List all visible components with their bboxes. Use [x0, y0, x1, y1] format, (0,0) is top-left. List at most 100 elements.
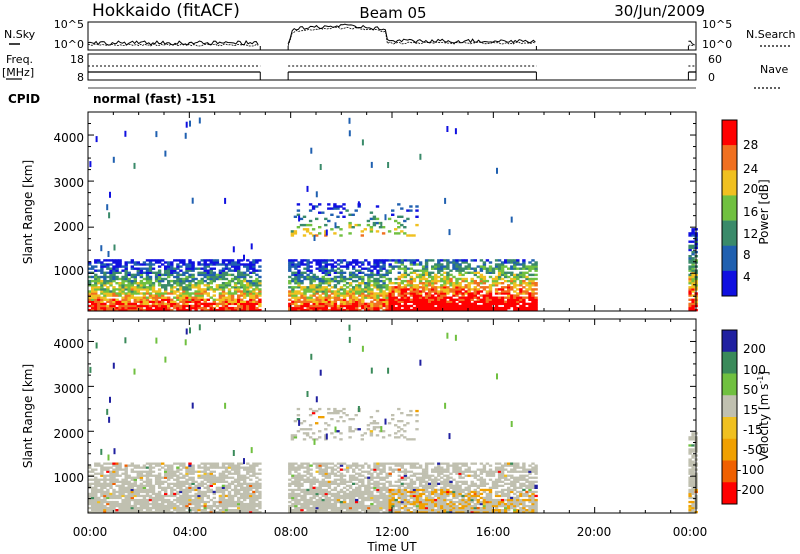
velocity-echo-cell: [318, 470, 322, 473]
power-echo-cell: [412, 269, 417, 272]
power-echo-cell: [513, 304, 517, 308]
velocity-echo-cell: [221, 494, 226, 498]
power-echo-cell: [188, 259, 192, 262]
power-echo-cell: [255, 302, 259, 306]
power-echo-cell: [100, 261, 104, 264]
velocity-echo-cell: [288, 482, 292, 485]
power-echo-cell: [522, 300, 526, 303]
velocity-echo-cell: [249, 468, 253, 471]
power-echo-cell: [497, 267, 502, 270]
power-echo-cell: [324, 292, 328, 295]
velocity-echo-cell: [191, 494, 195, 498]
power-echo-cell: [455, 292, 459, 295]
power-echo-cell: [136, 286, 140, 289]
velocity-echo-cell: [221, 500, 226, 504]
power-echo-cell: [434, 288, 438, 291]
velocity-echo-cell: [355, 466, 359, 469]
velocity-echo-cell: [333, 502, 338, 506]
power-echo-cell: [151, 284, 156, 287]
velocity-echo-cell: [291, 474, 295, 477]
power-echo-cell: [446, 277, 450, 281]
power-echo-cell: [127, 296, 131, 299]
power-echo-cell: [145, 300, 150, 303]
velocity-echo-cell: [297, 502, 301, 506]
power-echo-cell: [291, 290, 295, 293]
power-echo-cell: [240, 298, 244, 301]
power-echo-cell: [191, 273, 195, 277]
velocity-echo-cell: [154, 462, 159, 465]
power-echo-cell: [449, 298, 453, 301]
velocity-echo-cell: [437, 470, 441, 473]
power-echo-cell: [522, 263, 526, 266]
velocity-echo-cell: [288, 472, 292, 475]
power-echo-cell: [91, 290, 95, 293]
power-echo-cell: [321, 288, 325, 291]
power-echo-cell: [367, 282, 371, 285]
power-echo-cell: [103, 292, 107, 295]
velocity-echo-cell: [327, 462, 332, 465]
power-echo-cell: [467, 282, 471, 285]
power-echo-cell: [118, 259, 122, 262]
power-echo-cell: [494, 279, 499, 283]
power-echo-cell: [321, 300, 325, 303]
velocity-echo-cell: [352, 498, 356, 502]
power-echo-cell: [215, 302, 220, 306]
power-echo-cell: [324, 288, 328, 291]
velocity-echo-cell: [418, 509, 423, 512]
velocity-echo-cell: [321, 490, 325, 494]
power-echo-cell: [124, 284, 128, 287]
velocity-echo-cell: [355, 506, 359, 510]
power-echo-cell: [421, 282, 426, 285]
velocity-echo-cell: [209, 480, 213, 483]
velocity-echo-cell: [194, 509, 198, 512]
velocity-echo-cell: [148, 488, 153, 492]
power-echo-cell: [227, 269, 232, 272]
velocity-echo-cell: [318, 486, 322, 489]
velocity-echo-cell: [103, 498, 107, 502]
velocity-echo-cell: [321, 478, 325, 481]
velocity-echo-cell: [342, 468, 347, 471]
power-echo-cell: [297, 269, 301, 272]
power-echo-cell: [479, 300, 484, 303]
power-echo-cell: [330, 304, 335, 308]
power-echo-cell: [124, 304, 128, 308]
velocity-echo-cell: [188, 468, 192, 471]
power-echo-cell: [203, 265, 207, 268]
power-echo-cell: [382, 304, 386, 308]
power-echo-cell: [448, 229, 451, 236]
power-echo-cell: [491, 269, 496, 272]
power-echo-cell: [288, 261, 292, 264]
power-echo-cell: [452, 288, 456, 291]
power-echo-cell: [409, 286, 414, 289]
power-echo-cell: [424, 282, 429, 285]
power-echo-cell: [376, 261, 380, 264]
velocity-echo-cell: [330, 492, 335, 496]
power-echo-cell: [308, 219, 313, 223]
velocity-echo-cell: [224, 500, 229, 504]
velocity-echo-cell: [206, 494, 210, 498]
power-echo-cell: [157, 277, 162, 281]
power-echo-cell: [306, 277, 310, 281]
velocity-echo-cell: [294, 482, 298, 485]
velocity-echo-cell: [230, 511, 235, 514]
power-echo-cell: [197, 290, 201, 293]
power-echo-cell: [148, 259, 153, 262]
power-echo-cell: [415, 284, 420, 287]
power-echo-cell: [688, 257, 692, 260]
velocity-echo-cell: [385, 498, 389, 502]
power-colorbar-segment: [722, 145, 737, 171]
velocity-echo-cell: [194, 486, 198, 489]
velocity-echo-cell: [312, 478, 316, 481]
velocity-echo-cell: [240, 482, 244, 485]
power-echo-cell: [249, 279, 253, 283]
power-echo-cell: [142, 308, 147, 312]
velocity-echo-cell: [194, 498, 198, 502]
power-echo-cell: [394, 296, 398, 299]
velocity-echo-cell: [97, 488, 101, 492]
power-echo-cell: [519, 308, 523, 312]
power-echo-cell: [452, 261, 456, 264]
velocity-echo-cell: [179, 511, 183, 514]
velocity-echo-cell: [385, 494, 389, 498]
power-echo-cell: [342, 284, 347, 287]
velocity-echo-cell: [112, 468, 116, 471]
